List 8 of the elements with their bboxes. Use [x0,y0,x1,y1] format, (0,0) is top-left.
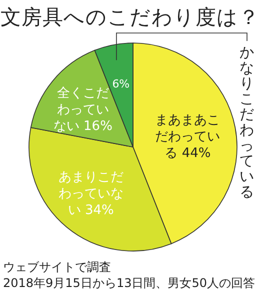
slice-label: 全くこだわっていない 16% [53,86,112,134]
text: 2018年9月15日から13日間、男女50人の回答 [3,276,255,290]
text: ウェブサイトで調査 [3,260,111,274]
category-label: かなりこだわっている [240,45,254,200]
slice-label: まあまあこだわっている 44% [155,112,220,161]
data-label: 6% [112,78,130,91]
slice-label: あまりこだわっていない 34% [58,170,124,218]
chart-title: 文房具へのこだわり度は？ [0,5,260,29]
